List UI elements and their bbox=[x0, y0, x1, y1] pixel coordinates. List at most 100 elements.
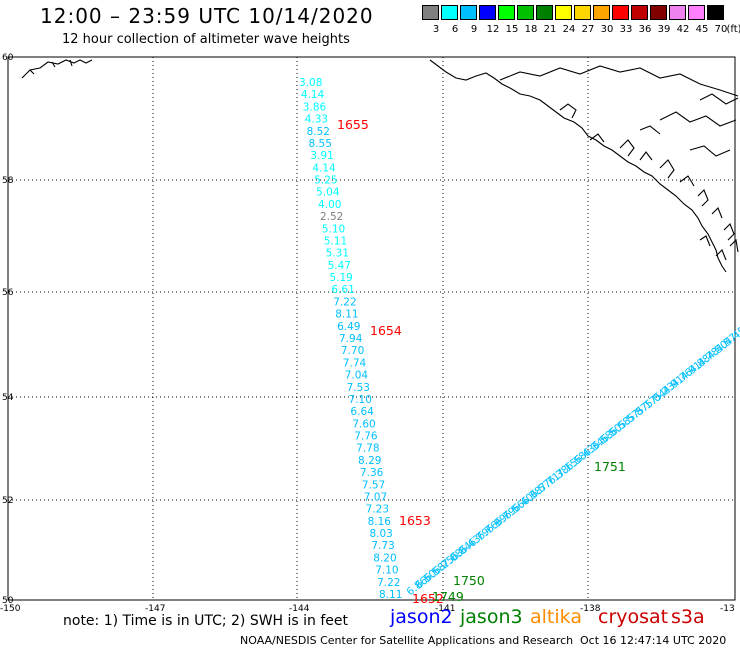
lat-lon-grid: 50 52 54 56 58 60 -150 -147 -144 -141 -138 -13 bbox=[0, 53, 736, 614]
wave-height-label: 5.11 bbox=[324, 235, 347, 247]
track-a-labels: 3.084.143.864.338.528.553.914.145.255.04… bbox=[299, 77, 402, 601]
wave-height-label: 7.10 bbox=[349, 394, 372, 406]
wave-height-label: 2.52 bbox=[320, 211, 343, 223]
wave-height-label: 4.00 bbox=[318, 199, 341, 211]
legend-swatch bbox=[612, 5, 629, 20]
wave-height-label: 6.61 bbox=[331, 284, 354, 296]
wave-height-label: 7.10 bbox=[375, 565, 398, 577]
wave-height-label: 7.76 bbox=[354, 431, 378, 443]
legend-label: 39 bbox=[657, 24, 671, 35]
legend-swatch bbox=[593, 5, 610, 20]
wave-height-label: 7.57 bbox=[362, 479, 385, 491]
legend-swatch bbox=[707, 5, 724, 20]
wave-height-label: 3.08 bbox=[299, 77, 322, 89]
legend-swatch bbox=[574, 5, 591, 20]
coastline-mainland bbox=[499, 65, 739, 157]
satellite-name: jason3 bbox=[460, 606, 523, 628]
legend-label: 27 bbox=[581, 24, 595, 35]
wave-height-label: 7.23 bbox=[366, 504, 389, 516]
legend-swatch bbox=[422, 5, 439, 20]
track-b-labels: 6.866.506.586.257.086.846.436.796.766.99… bbox=[404, 325, 740, 599]
legend-swatch bbox=[498, 5, 515, 20]
wave-height-label: 8.11 bbox=[379, 589, 402, 601]
time-label: 1654 bbox=[370, 323, 402, 338]
legend-label: 21 bbox=[543, 24, 557, 35]
wave-height-label: 5.19 bbox=[329, 272, 352, 284]
wave-height-label: 7.94 bbox=[339, 333, 363, 345]
wave-height-label: 5.04 bbox=[316, 187, 340, 199]
lat-tick-label: 52 bbox=[2, 496, 13, 506]
legend-unit: (ft) bbox=[726, 24, 740, 35]
legend-label: 42 bbox=[676, 24, 690, 35]
wave-height-label: 5.25 bbox=[314, 175, 337, 187]
legend-label: 45 bbox=[695, 24, 709, 35]
legend-label: 18 bbox=[524, 24, 538, 35]
coastline-west bbox=[21, 59, 93, 79]
time-label: 1749 bbox=[432, 589, 464, 604]
time-label: 1750 bbox=[453, 573, 485, 588]
wave-height-label: 7.22 bbox=[377, 577, 400, 589]
wave-height-label: 8.55 bbox=[309, 138, 332, 150]
satellite-name: jason2 bbox=[390, 606, 453, 628]
wave-height-label: 8.29 bbox=[358, 455, 381, 467]
lon-tick-label: -150 bbox=[0, 604, 21, 614]
map-subtitle: 12 hour collection of altimeter wave hei… bbox=[62, 32, 350, 47]
satellite-name: s3a bbox=[671, 606, 705, 628]
lon-tick-label: -144 bbox=[289, 604, 310, 614]
satellite-name: altika bbox=[530, 606, 582, 628]
legend-label: 33 bbox=[619, 24, 633, 35]
time-label: 1655 bbox=[337, 117, 369, 132]
wave-height-label: 7.70 bbox=[341, 345, 364, 357]
lat-tick-label: 60 bbox=[2, 53, 14, 63]
wave-height-label: 7.04 bbox=[345, 370, 369, 382]
lat-tick-label: 50 bbox=[2, 596, 14, 606]
wave-height-label: 4.14 bbox=[312, 162, 336, 174]
wave-height-label: 8.52 bbox=[307, 126, 330, 138]
wave-height-label: 3.91 bbox=[310, 150, 333, 162]
wave-height-label: 8.16 bbox=[368, 516, 392, 528]
lat-tick-label: 54 bbox=[2, 393, 14, 403]
legend-label: 70 bbox=[714, 24, 728, 35]
wave-height-label: 7.73 bbox=[371, 540, 394, 552]
legend-swatch bbox=[460, 5, 477, 20]
lon-tick-label: -141 bbox=[435, 604, 455, 614]
wave-height-label: 8.20 bbox=[373, 552, 396, 564]
wave-height-label: 7.60 bbox=[352, 418, 375, 430]
credit-line: NOAA/NESDIS Center for Satellite Applica… bbox=[240, 634, 574, 647]
legend-swatch bbox=[536, 5, 553, 20]
lon-tick-label: -13 bbox=[720, 604, 735, 614]
lon-tick-label: -138 bbox=[580, 604, 601, 614]
coastline-gulf bbox=[429, 59, 727, 273]
time-label: 1751 bbox=[594, 459, 626, 474]
wave-height-label: 7.36 bbox=[360, 467, 384, 479]
legend-label: 24 bbox=[562, 24, 576, 35]
wave-height-label: 7.78 bbox=[356, 443, 379, 455]
legend-swatch bbox=[650, 5, 667, 20]
legend-swatch bbox=[631, 5, 648, 20]
wave-height-label: 8.03 bbox=[369, 528, 392, 540]
wave-height-label: 6.64 bbox=[350, 406, 374, 418]
wave-height-label: 7.74 bbox=[343, 357, 367, 369]
lat-tick-label: 56 bbox=[2, 288, 14, 298]
satellite-name: cryosat bbox=[598, 606, 669, 628]
wave-height-label: 5.10 bbox=[322, 223, 345, 235]
lon-tick-label: -147 bbox=[145, 604, 165, 614]
time-label: 1652 bbox=[412, 591, 444, 606]
coastline-islands bbox=[559, 103, 739, 261]
legend-swatch bbox=[479, 5, 496, 20]
legend-label: 6 bbox=[451, 24, 459, 35]
wave-height-label: 5.31 bbox=[326, 248, 349, 260]
generated-timestamp: Oct 16 12:47:14 UTC 2020 bbox=[580, 634, 727, 647]
legend-swatch bbox=[688, 5, 705, 20]
wave-height-label: 6.49 bbox=[337, 321, 360, 333]
legend-swatch bbox=[441, 5, 458, 20]
wave-height-label: 3.86 bbox=[303, 101, 327, 113]
legend-swatch bbox=[669, 5, 686, 20]
legend-label: 3 bbox=[432, 24, 440, 35]
wave-height-label: 8.11 bbox=[335, 309, 358, 321]
lat-tick-label: 58 bbox=[2, 176, 14, 186]
legend-label: 12 bbox=[486, 24, 500, 35]
wave-height-label: 7.22 bbox=[333, 296, 356, 308]
